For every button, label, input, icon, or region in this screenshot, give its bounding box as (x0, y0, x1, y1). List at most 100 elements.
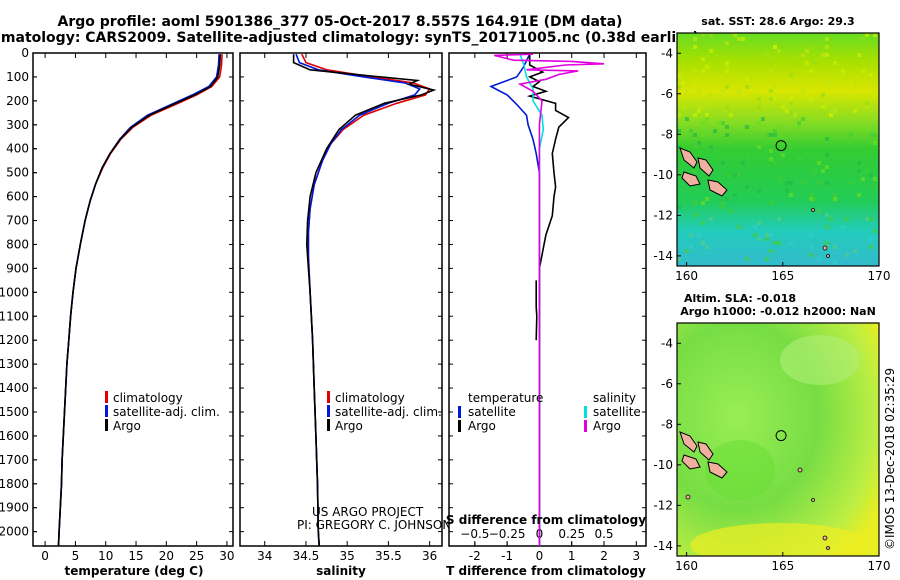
figure-title-line1: Argo profile: aoml 5901386_377 05-Oct-20… (58, 14, 623, 30)
depth-tick-label: 700 (6, 214, 29, 228)
sst-pixel (833, 193, 837, 197)
x-tick-label: 5 (72, 549, 80, 563)
sst-pixel (745, 49, 749, 53)
sst-pixel (677, 145, 681, 149)
depth-tick-label: 1100 (0, 309, 29, 323)
sla-map-frame (676, 322, 880, 557)
salinity-panel: 34 34.5 35 35.5 36 salinity climatology sate… (239, 52, 451, 578)
sst-pixel (709, 33, 713, 37)
depth-tick-label: 900 (6, 261, 29, 275)
profile-line-s-argo (494, 53, 605, 546)
sst-pixel (801, 53, 805, 57)
sst-pixel (765, 257, 769, 261)
sst-pixel (821, 93, 825, 97)
sst-pixel (737, 225, 741, 229)
figure-title-line2: Climatology: CARS2009. Satellite-adjuste… (0, 30, 699, 46)
sst-pixel (681, 157, 685, 161)
sst-pixel (869, 73, 873, 77)
sst-pixel (825, 37, 829, 41)
difference-legend: temperature salinity satellite Argo sate… (458, 391, 641, 433)
sst-pixel (809, 69, 813, 73)
map-y-tick-label: -6 (661, 87, 673, 101)
temperature-profiles (57, 54, 223, 547)
sst-pixel (873, 177, 877, 181)
sst-pixel (769, 69, 773, 73)
x-tick-label: 15 (128, 549, 143, 563)
sst-pixel (869, 217, 873, 221)
x-tick-label: -2 (469, 549, 481, 563)
sst-pixel (773, 129, 777, 133)
sst-pixel (849, 181, 853, 185)
sst-pixel (861, 177, 865, 181)
islands (679, 431, 830, 550)
temperature-plot-frame (32, 52, 234, 547)
sst-pixel (677, 129, 681, 133)
sst-pixel (769, 201, 773, 205)
sst-pixel (717, 121, 721, 125)
sst-pixel (729, 113, 733, 117)
sst-pixel (777, 125, 781, 129)
sst-pixel (693, 169, 697, 173)
depth-tick-label: 2000 (0, 525, 29, 539)
sst-pixel (853, 249, 857, 253)
sst-pixel (697, 105, 701, 109)
depth-tick-label: 800 (6, 237, 29, 251)
sst-pixel (829, 145, 833, 149)
x-tick-label: 2 (600, 549, 608, 563)
difference-profiles (489, 53, 605, 546)
sst-pixel (741, 37, 745, 41)
sst-pixel (853, 109, 857, 113)
depth-tick-label: 1000 (0, 285, 29, 299)
sla-anomaly-blob (690, 523, 870, 556)
sst-pixel (741, 57, 745, 61)
sst-pixel (721, 89, 725, 93)
sst-pixel (757, 189, 761, 193)
sst-pixel (701, 201, 705, 205)
sst-pixel (693, 153, 697, 157)
profile-line-argo (57, 54, 222, 547)
sst-pixel (789, 193, 793, 197)
sst-pixel (777, 241, 781, 245)
sst-pixel (685, 89, 689, 93)
sst-pixel (721, 205, 725, 209)
sst-pixel (873, 93, 877, 97)
sla-anomaly-blob (780, 335, 860, 385)
sst-pixel (809, 45, 813, 49)
sst-pixel (825, 137, 829, 141)
sst-pixel (721, 101, 725, 105)
salinity-x-axis: 34 34.5 35 35.5 36 (240, 52, 442, 563)
sst-pixel (801, 181, 805, 185)
island-shape (826, 546, 830, 550)
sst-pixel (685, 249, 689, 253)
sst-pixel (725, 61, 729, 65)
legend-satellite-label: satellite-adj. clim. (113, 405, 220, 419)
sst-pixel (757, 121, 761, 125)
sst-pixel (805, 153, 809, 157)
depth-tick-label: 1800 (0, 477, 29, 491)
sst-pixel (785, 109, 789, 113)
sst-pixel (757, 221, 761, 225)
map-y-tick-label: -4 (661, 46, 673, 60)
sst-pixel (761, 117, 765, 121)
sst-pixel (873, 141, 877, 145)
sst-pixel (769, 149, 773, 153)
sst-pixel (725, 69, 729, 73)
sst-pixel (869, 133, 873, 137)
sst-pixel (817, 181, 821, 185)
sst-pixel (825, 181, 829, 185)
island-shape (697, 157, 714, 177)
sst-pixel (745, 125, 749, 129)
sst-pixel (697, 89, 701, 93)
sst-pixel (865, 149, 869, 153)
sst-pixel (797, 121, 801, 125)
map-y-tick-label: -14 (653, 249, 673, 263)
island-shape (826, 254, 830, 258)
legend-s-satellite-swatch (584, 406, 587, 418)
sst-pixel (821, 109, 825, 113)
sst-pixel (677, 205, 681, 209)
sst-pixel (805, 49, 809, 53)
sst-pixel (805, 61, 809, 65)
sst-pixel (745, 153, 749, 157)
sst-pixel (769, 97, 773, 101)
map-x-tick-label: 165 (771, 559, 794, 573)
